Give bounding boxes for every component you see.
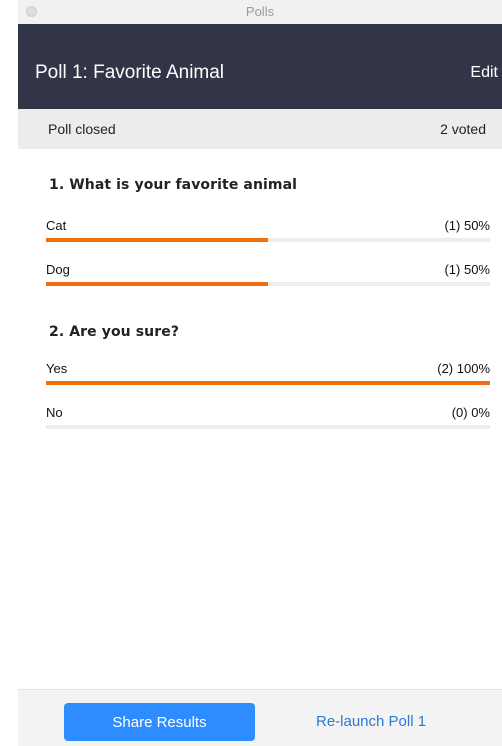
option-label: Cat — [46, 218, 67, 233]
poll-title: Poll 1: Favorite Animal — [35, 62, 225, 83]
option-result: (1) 50% — [444, 218, 490, 233]
question-2: 2. Are you sure? — [49, 324, 180, 340]
close-window-icon[interactable] — [26, 6, 37, 17]
poll-status-bar: Poll closed 2 voted — [18, 109, 502, 149]
option-label: No — [46, 405, 63, 420]
option-result: (0) 0% — [451, 405, 490, 420]
result-bar-track — [46, 381, 490, 385]
window-titlebar: Polls — [18, 0, 502, 25]
relaunch-poll-link[interactable]: Re-launch Poll 1 — [316, 713, 427, 730]
vote-count: 2 voted — [440, 121, 486, 137]
result-bar-track — [46, 238, 490, 242]
result-bar-track — [46, 425, 490, 429]
result-bar-track — [46, 282, 490, 286]
poll-state: Poll closed — [48, 121, 116, 137]
option-cat: Cat (1) 50% — [46, 218, 490, 248]
option-label: Yes — [46, 361, 68, 376]
result-bar-fill — [46, 238, 268, 242]
result-bar-fill — [46, 282, 268, 286]
option-result: (1) 50% — [444, 262, 490, 277]
share-results-button[interactable]: Share Results — [64, 703, 255, 741]
option-label: Dog — [46, 262, 70, 277]
option-yes: Yes (2) 100% — [46, 361, 490, 391]
option-no: No (0) 0% — [46, 405, 490, 435]
option-dog: Dog (1) 50% — [46, 262, 490, 292]
result-bar-fill — [46, 381, 490, 385]
poll-header: Poll 1: Favorite Animal Edit — [18, 24, 502, 109]
edit-button[interactable]: Edit — [470, 64, 498, 81]
poll-footer: Share Results Re-launch Poll 1 — [18, 689, 502, 746]
window-title: Polls — [245, 4, 275, 19]
option-result: (2) 100% — [437, 361, 490, 376]
question-1: 1. What is your favorite animal — [49, 177, 298, 193]
